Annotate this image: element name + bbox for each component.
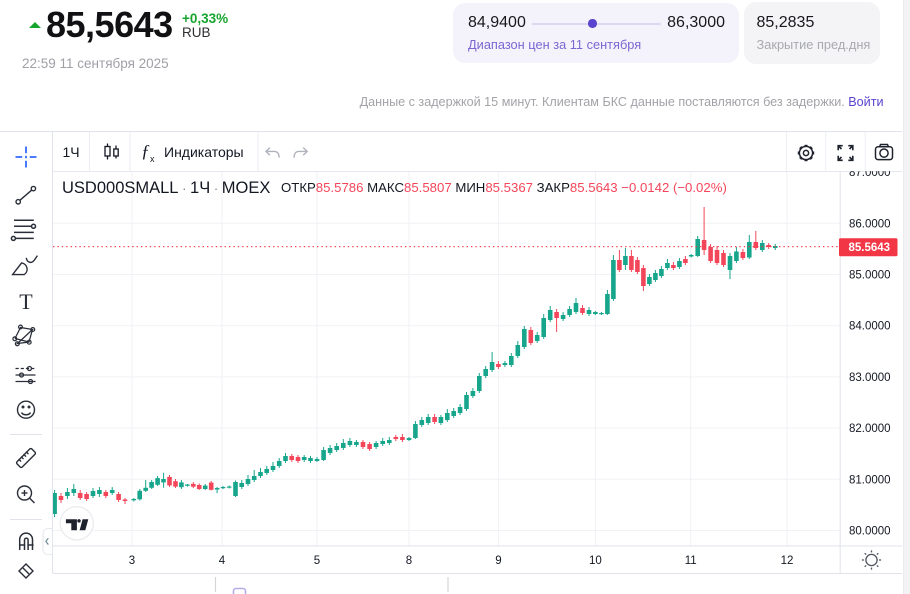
svg-text:T: T xyxy=(19,289,33,314)
svg-text:10: 10 xyxy=(589,555,602,567)
svg-text:83.0000: 83.0000 xyxy=(849,372,891,384)
svg-text:80.0000: 80.0000 xyxy=(849,526,891,538)
svg-text:1Ч: 1Ч xyxy=(62,144,79,160)
svg-text:85.0000: 85.0000 xyxy=(849,270,891,282)
svg-text:11: 11 xyxy=(685,555,697,567)
svg-text:8: 8 xyxy=(406,555,412,567)
svg-text:USD000SMALL · 1Ч · MOEX: USD000SMALL · 1Ч · MOEX xyxy=(62,179,270,197)
svg-text:3: 3 xyxy=(129,555,135,567)
svg-text:4: 4 xyxy=(219,555,226,567)
svg-text:84.0000: 84.0000 xyxy=(849,321,891,333)
svg-text:ƒ: ƒ xyxy=(141,141,150,161)
svg-text:5: 5 xyxy=(314,555,320,567)
svg-text:12: 12 xyxy=(781,555,794,567)
svg-text:82.0000: 82.0000 xyxy=(849,423,891,435)
svg-text:ОТКР85.5786 МАКС85.5807 МИН85.: ОТКР85.5786 МАКС85.5807 МИН85.5367 ЗАКР8… xyxy=(281,180,727,195)
svg-text:9: 9 xyxy=(495,555,501,567)
svg-text:85.5643: 85.5643 xyxy=(849,242,891,254)
svg-text:81.0000: 81.0000 xyxy=(849,474,891,486)
svg-text:Индикаторы: Индикаторы xyxy=(164,144,244,160)
svg-text:86.0000: 86.0000 xyxy=(849,218,891,230)
svg-text:x: x xyxy=(150,154,155,164)
